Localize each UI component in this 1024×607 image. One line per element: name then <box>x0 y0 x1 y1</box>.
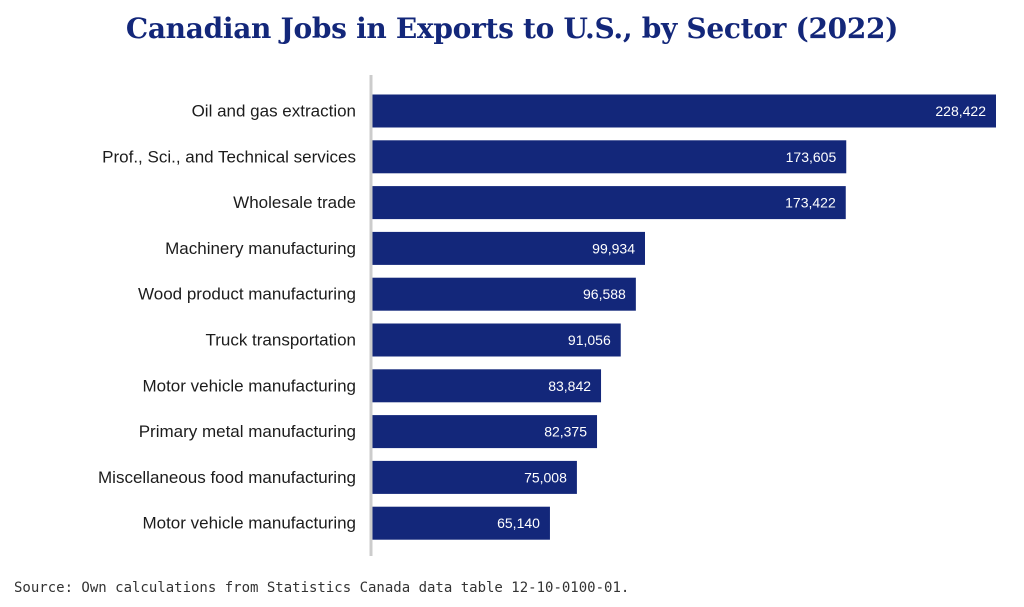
value-label-8: 82,375 <box>544 424 587 440</box>
value-label-5: 96,588 <box>583 286 626 302</box>
category-label-2: Prof., Sci., and Technical services <box>102 147 356 166</box>
category-label-5: Wood product manufacturing <box>138 285 356 304</box>
bars-layer <box>372 94 996 540</box>
bar-chart: Oil and gas extraction Prof., Sci., and T… <box>98 75 996 556</box>
value-label-6: 91,056 <box>568 332 611 348</box>
bar-6 <box>372 323 621 357</box>
category-labels: Oil and gas extraction Prof., Sci., and T… <box>98 102 356 533</box>
bar-10 <box>372 506 550 540</box>
category-label-1: Oil and gas extraction <box>192 102 356 121</box>
value-label-9: 75,008 <box>524 469 567 485</box>
category-label-7: Motor vehicle manufacturing <box>142 376 356 395</box>
value-label-2: 173,605 <box>786 149 837 165</box>
bar-3 <box>372 186 846 220</box>
bar-9 <box>372 460 577 494</box>
value-label-4: 99,934 <box>592 240 635 256</box>
category-label-3: Wholesale trade <box>233 193 356 212</box>
value-label-10: 65,140 <box>497 515 540 531</box>
category-label-9: Miscellaneous food manufacturing <box>98 468 356 487</box>
source-note: Source: Own calculations from Statistics… <box>14 580 630 596</box>
value-label-1: 228,422 <box>935 103 986 119</box>
bar-8 <box>372 415 598 449</box>
bar-4 <box>372 231 645 265</box>
chart-title: Canadian Jobs in Exports to U.S., by Sec… <box>125 12 899 45</box>
category-label-4: Machinery manufacturing <box>165 239 356 258</box>
value-labels: 228,422 173,605 173,422 99,934 96,588 91,056 8… <box>497 103 986 531</box>
value-label-7: 83,842 <box>548 378 591 394</box>
category-label-10: Motor vehicle manufacturing <box>142 514 356 533</box>
category-label-6: Truck transportation <box>205 331 356 350</box>
category-label-8: Primary metal manufacturing <box>139 422 356 441</box>
bar-7 <box>372 369 602 403</box>
bar-5 <box>372 277 636 311</box>
bar-1 <box>372 94 996 128</box>
bar-2 <box>372 140 847 174</box>
value-label-3: 173,422 <box>785 195 836 211</box>
